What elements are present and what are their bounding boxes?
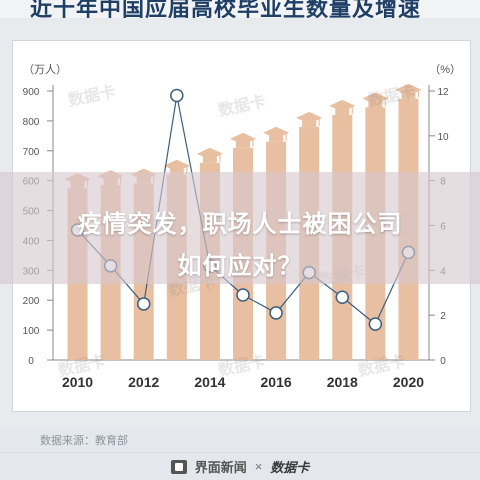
right-tick-label: 10 bbox=[437, 132, 449, 143]
x-tick-label-2012: 2012 bbox=[128, 374, 159, 390]
title-bar: 近十年中国应届高校毕业生数量及增速 bbox=[0, 0, 480, 18]
growth-point-2015 bbox=[236, 288, 250, 302]
graduation-cap-band bbox=[202, 156, 217, 163]
x-tick-label-2016: 2016 bbox=[261, 374, 292, 390]
graduation-cap-band bbox=[269, 135, 284, 142]
x-tick-label-2014: 2014 bbox=[194, 374, 225, 390]
right-tick-label: 2 bbox=[440, 311, 446, 322]
graduation-cap-band bbox=[335, 108, 350, 115]
growth-point-2013 bbox=[170, 88, 184, 103]
graduation-cap-icon bbox=[230, 132, 256, 145]
chart-title: 近十年中国应届高校毕业生数量及增速 bbox=[30, 0, 422, 18]
watermark-text: 数据卡 bbox=[66, 81, 117, 110]
headline-line-2: 如何应对？ bbox=[177, 253, 303, 280]
left-tick-label: 0 bbox=[28, 356, 34, 367]
growth-point-2018 bbox=[335, 290, 350, 304]
footer-times: × bbox=[254, 458, 263, 474]
left-tick-label: 200 bbox=[23, 296, 40, 307]
headline-overlay bbox=[0, 172, 480, 284]
left-tick-label: 100 bbox=[23, 326, 40, 337]
growth-point-2016 bbox=[269, 306, 283, 320]
right-tick-label: 0 bbox=[440, 356, 446, 367]
right-axis-unit: （%） bbox=[429, 63, 461, 76]
graduation-cap-band bbox=[401, 92, 416, 99]
headline-line-1: 疫情突发，职场人士被困公司 bbox=[77, 211, 403, 238]
x-tick-label-2010: 2010 bbox=[62, 374, 93, 390]
graduation-cap-band bbox=[236, 141, 250, 148]
graduation-cap-band bbox=[302, 120, 317, 127]
footer-partner: 数据卡 bbox=[270, 460, 310, 476]
x-tick-label-2020: 2020 bbox=[393, 374, 424, 390]
watermark-text: 数据卡 bbox=[216, 91, 267, 120]
footer: 界面新闻 × 数据卡 bbox=[0, 455, 480, 477]
left-axis-unit: （万人） bbox=[23, 63, 67, 76]
left-tick-label: 700 bbox=[23, 147, 40, 158]
x-tick-label-2018: 2018 bbox=[327, 374, 358, 390]
right-tick-label: 12 bbox=[437, 87, 449, 98]
left-tick-label: 800 bbox=[23, 117, 40, 128]
footer-brand: 界面新闻 bbox=[194, 459, 247, 475]
bar-line-chart: （万人）（%）010020030040050060070080090002468… bbox=[23, 63, 461, 390]
graduation-cap-band bbox=[368, 101, 383, 108]
left-tick-label: 900 bbox=[23, 87, 40, 98]
growth-point-2012 bbox=[136, 297, 151, 311]
graduation-cap-icon bbox=[196, 147, 223, 160]
footer-divider bbox=[0, 452, 480, 453]
growth-point-2019 bbox=[368, 317, 383, 331]
data-source: 数据来源：教育部 bbox=[40, 435, 128, 447]
jiemian-logo-icon bbox=[170, 460, 187, 474]
graduation-cap-band bbox=[169, 168, 184, 175]
